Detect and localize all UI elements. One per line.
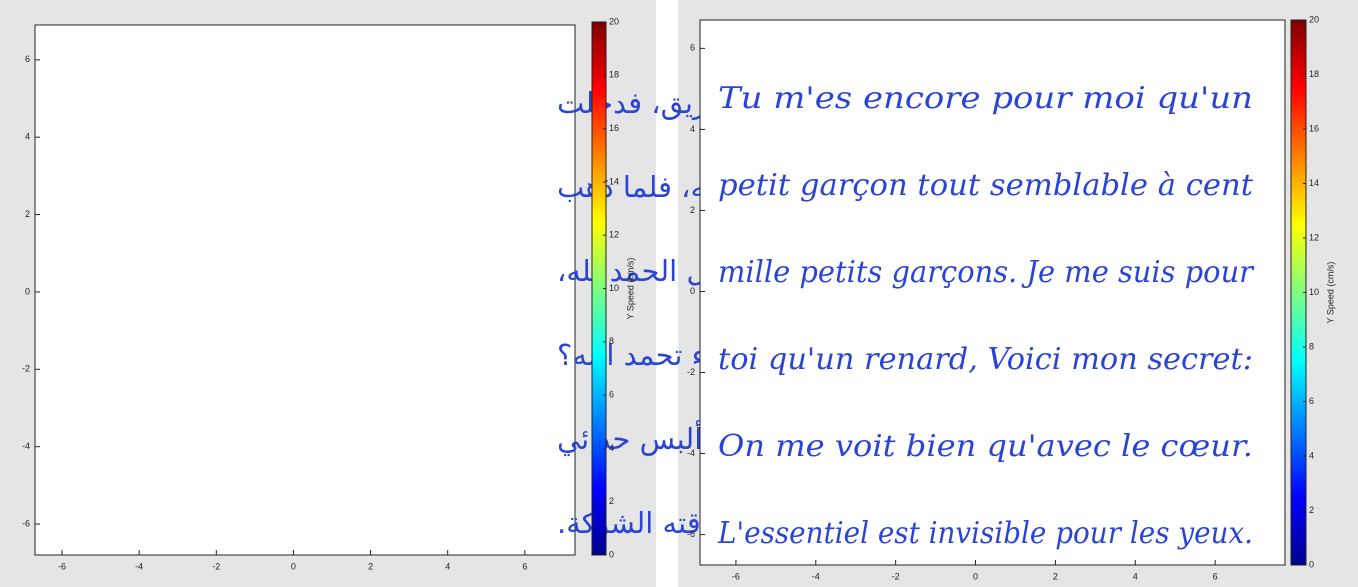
y-tick-label: 0 <box>25 286 30 296</box>
colorbar-tick-label: 20 <box>1309 14 1319 24</box>
y-tick-label: 6 <box>690 43 695 53</box>
colorbar-tick-label: 6 <box>609 389 614 399</box>
y-tick-label: 4 <box>690 124 695 134</box>
x-tick-label: 2 <box>368 561 373 571</box>
colorbar-label: Y Speed (cm/s) <box>1325 262 1335 324</box>
colorbar-tick-label: 4 <box>1309 450 1314 460</box>
colorbar-tick-label: 2 <box>609 496 614 506</box>
colorbar-tick-label: 0 <box>1309 559 1314 569</box>
plot-area <box>35 25 575 555</box>
colorbar-tick-label: 12 <box>1309 232 1319 242</box>
colorbar-tick-label: 4 <box>609 443 614 453</box>
x-tick-label: 4 <box>445 561 450 571</box>
x-tick-label: -4 <box>812 571 820 581</box>
colorbar-tick-label: 18 <box>609 70 619 80</box>
handwriting-line: L'essentiel est invisible pour les yeux. <box>717 516 1253 551</box>
colorbar-tick-label: 10 <box>1309 287 1319 297</box>
y-tick-label: -6 <box>22 518 30 528</box>
y-tick-label: 6 <box>25 54 30 64</box>
colorbar-tick-label: 12 <box>609 230 619 240</box>
colorbar-tick-label: 20 <box>609 16 619 26</box>
x-tick-label: -2 <box>892 571 900 581</box>
x-tick-label: -6 <box>732 571 740 581</box>
y-tick-label: -2 <box>22 364 30 374</box>
colorbar-label: Y Speed (cm/s) <box>625 258 635 320</box>
handwriting-line: mille petits garçons. Je me suis pour <box>718 255 1255 290</box>
colorbar-tick-label: 8 <box>1309 341 1314 351</box>
x-tick-label: 6 <box>522 561 527 571</box>
colorbar-tick-label: 8 <box>609 336 614 346</box>
x-tick-label: 6 <box>1213 571 1218 581</box>
handwriting-line: Tu m'es encore pour moi qu'un <box>718 81 1253 116</box>
colorbar-tick-label: 0 <box>609 549 614 559</box>
colorbar-tick-label: 18 <box>1309 69 1319 79</box>
colorbar-tick-label: 10 <box>609 283 619 293</box>
y-tick-label: -4 <box>22 441 30 451</box>
x-tick-label: 4 <box>1133 571 1138 581</box>
x-tick-label: 0 <box>973 571 978 581</box>
figure: -6-4-20246-6-4-20246فتمشى حافيا في الطري… <box>0 0 1358 587</box>
colorbar-tick-label: 2 <box>1309 505 1314 515</box>
handwriting-line: toi qu'un renard, Voici mon secret: <box>718 342 1253 377</box>
x-tick-label: -6 <box>58 561 66 571</box>
x-tick-label: 2 <box>1053 571 1058 581</box>
colorbar-tick-label: 14 <box>1309 178 1319 188</box>
y-tick-label: -4 <box>687 448 695 458</box>
x-tick-label: -2 <box>212 561 220 571</box>
colorbar-tick-label: 16 <box>1309 123 1319 133</box>
y-tick-label: -2 <box>687 367 695 377</box>
handwriting-line: petit garçon tout semblable à cent <box>718 168 1254 203</box>
colorbar-tick-label: 6 <box>1309 396 1314 406</box>
y-tick-label: 4 <box>25 132 30 142</box>
colorbar-tick-label: 16 <box>609 123 619 133</box>
handwriting-line: On me voit bien qu'avec le cœur. <box>718 429 1253 464</box>
y-tick-label: 2 <box>25 209 30 219</box>
x-tick-label: -4 <box>135 561 143 571</box>
y-tick-label: -6 <box>687 529 695 539</box>
y-tick-label: 0 <box>690 286 695 296</box>
colorbar-tick-label: 14 <box>609 176 619 186</box>
x-tick-label: 0 <box>291 561 296 571</box>
y-tick-label: 2 <box>690 205 695 215</box>
